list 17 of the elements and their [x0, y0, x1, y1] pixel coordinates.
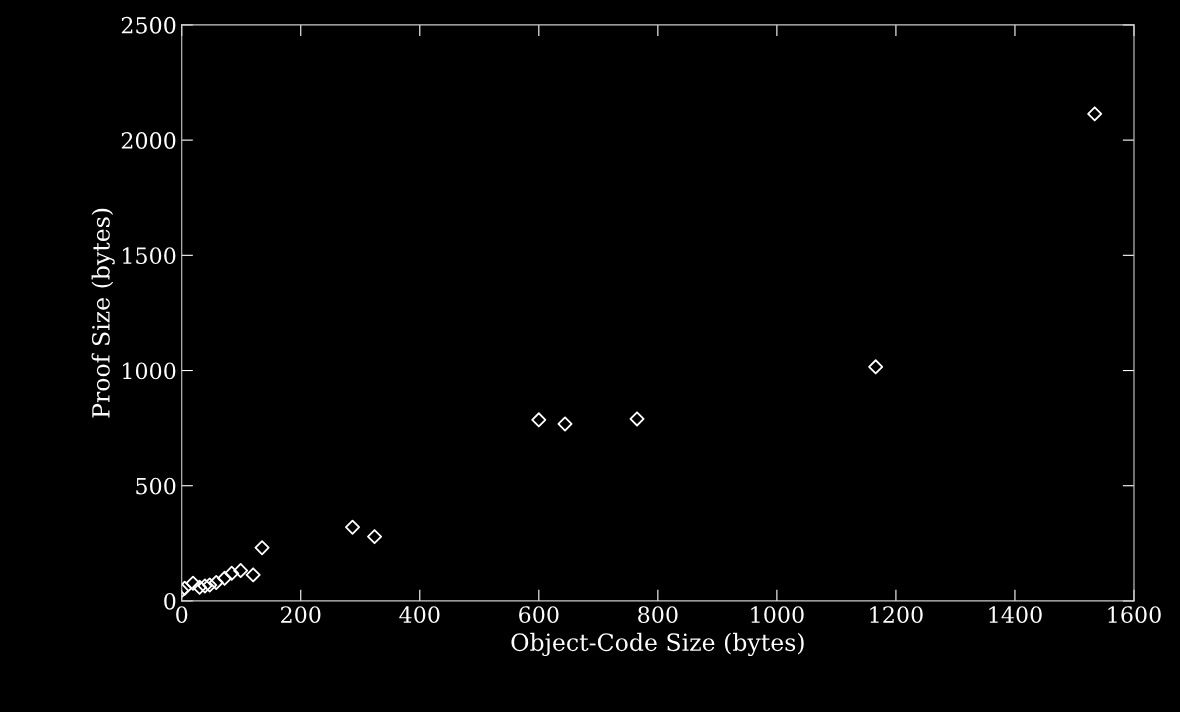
y-axis-title: Proof Size (bytes)	[91, 208, 115, 418]
x-tick-label: 1400	[989, 606, 1042, 623]
y-tick-label: 1000	[123, 362, 176, 380]
x-axis-title: Object-Code Size (bytes)	[511, 632, 804, 657]
y-tick-label: 2500	[121, 16, 176, 34]
y-tick-label: 1500	[123, 247, 176, 265]
x-tick-label: 0	[176, 606, 188, 623]
x-tick-label: 600	[519, 606, 559, 623]
y-tick-label: 500	[136, 477, 176, 495]
x-tick-label: 1200	[870, 606, 923, 623]
y-tick-label: 0	[164, 592, 176, 610]
y-tick-label: 2000	[121, 132, 176, 149]
x-tick-label: 1600	[1108, 606, 1161, 623]
x-tick-label: 400	[399, 606, 440, 623]
x-tick-label: 800	[638, 606, 678, 623]
x-tick-label: 1000	[751, 606, 804, 623]
x-tick-label: 200	[281, 606, 321, 623]
